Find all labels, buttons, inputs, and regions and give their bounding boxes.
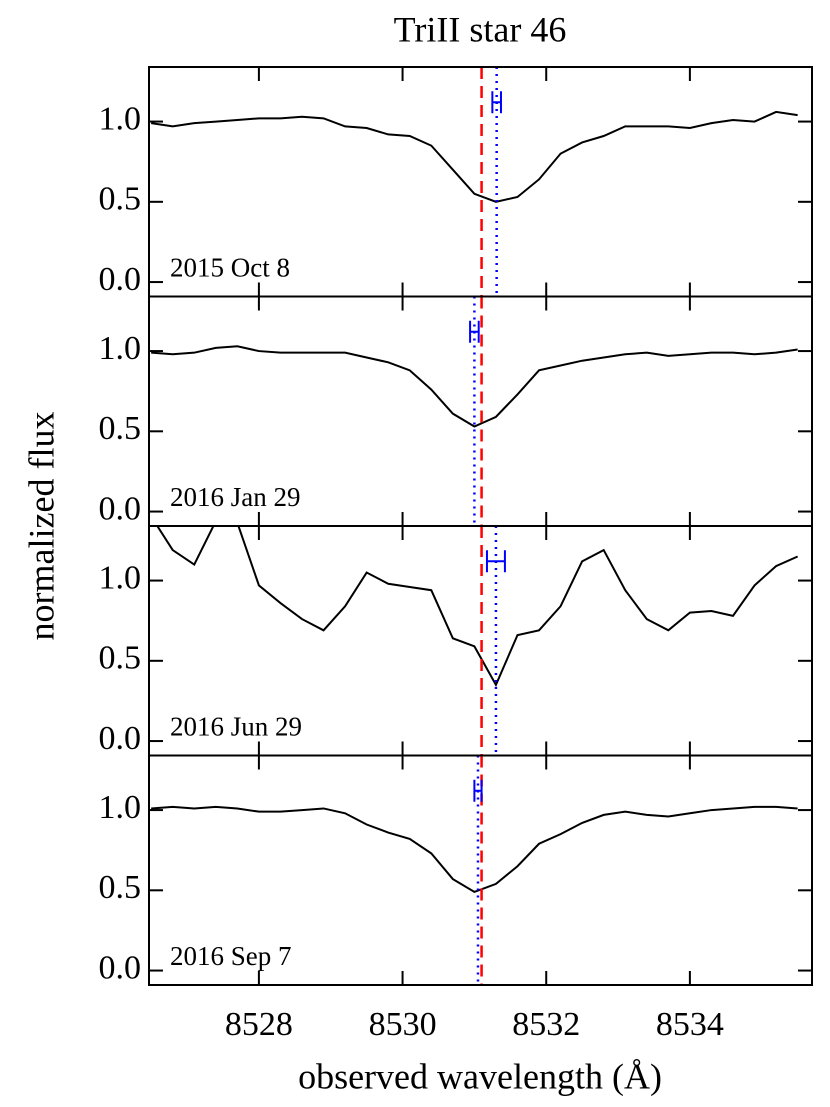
y-tick-label: 1.0 — [99, 559, 142, 596]
error-bar — [473, 779, 483, 802]
y-tick-label: 0.5 — [99, 181, 142, 218]
panel-label: 2016 Jun 29 — [170, 712, 302, 742]
panel — [151, 67, 798, 297]
spectrum-line — [151, 110, 798, 203]
panel-label: 2015 Oct 8 — [170, 253, 290, 283]
error-bar — [485, 550, 506, 573]
y-tick-label: 0.5 — [99, 410, 142, 447]
y-tick-label: 0.5 — [99, 640, 142, 677]
y-axis-label: normalized flux — [21, 412, 61, 641]
chart-title: TriII star 46 — [394, 9, 567, 49]
x-tick-label: 8534 — [656, 1006, 724, 1043]
y-tick-label: 0.5 — [99, 869, 142, 906]
y-tick-label: 1.0 — [99, 330, 142, 367]
x-tick-label: 8530 — [369, 1006, 437, 1043]
y-tick-label: 1.0 — [99, 100, 142, 137]
y-tick-label: 0.0 — [99, 949, 142, 986]
spectrum-line — [156, 526, 799, 688]
x-axis-label: observed wavelength (Å) — [298, 1056, 662, 1096]
x-tick-label: 8528 — [225, 1006, 293, 1043]
y-tick-label: 0.0 — [99, 261, 142, 298]
spectrum-line — [151, 805, 798, 894]
panel — [151, 296, 798, 526]
panel — [151, 755, 798, 985]
panel — [156, 526, 799, 756]
panel-frame — [148, 754, 813, 986]
panel-label: 2016 Sep 7 — [170, 941, 292, 971]
x-tick-label: 8532 — [512, 1006, 580, 1043]
y-tick-label: 0.0 — [99, 720, 142, 757]
y-tick-label: 1.0 — [99, 789, 142, 826]
y-tick-label: 0.0 — [99, 490, 142, 527]
panel-label: 2016 Jan 29 — [170, 482, 301, 512]
error-bar — [469, 320, 480, 343]
error-bar — [491, 91, 502, 114]
spectrum-line — [151, 345, 798, 428]
